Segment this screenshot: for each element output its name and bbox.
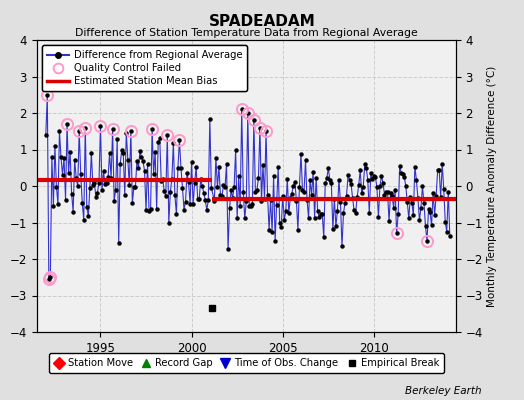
Legend: Difference from Regional Average, Quality Control Failed, Estimated Station Mean: Difference from Regional Average, Qualit… (42, 45, 247, 91)
Text: SPADEADAM: SPADEADAM (209, 14, 315, 29)
Legend: Station Move, Record Gap, Time of Obs. Change, Empirical Break: Station Move, Record Gap, Time of Obs. C… (49, 353, 444, 373)
Y-axis label: Monthly Temperature Anomaly Difference (°C): Monthly Temperature Anomaly Difference (… (487, 65, 497, 307)
Text: Berkeley Earth: Berkeley Earth (406, 386, 482, 396)
Title: Difference of Station Temperature Data from Regional Average: Difference of Station Temperature Data f… (75, 28, 418, 38)
